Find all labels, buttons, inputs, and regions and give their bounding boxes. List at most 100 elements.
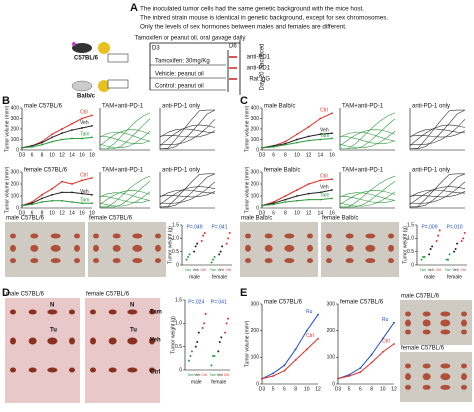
histology-label: Veh <box>150 338 161 344</box>
x-tick-label: 8 <box>41 152 44 158</box>
point <box>359 371 362 373</box>
series-line <box>337 322 395 380</box>
x-tick-label: 14 <box>318 152 324 158</box>
panel-label: E <box>240 287 247 299</box>
sex-label: female <box>212 274 227 280</box>
group-label: Veh <box>453 268 459 272</box>
y-tick-label: 200 <box>251 328 260 334</box>
histology-label: Tam <box>150 310 162 316</box>
point <box>91 193 93 196</box>
tumor <box>28 337 37 345</box>
point <box>51 136 53 139</box>
antibody: anti-PD1 <box>247 66 271 72</box>
x-tick-label: 12 <box>306 152 312 158</box>
tumor <box>422 329 431 335</box>
tumor-trace <box>409 124 466 147</box>
y-tick-label: 0 <box>179 367 182 373</box>
tumor <box>422 363 431 369</box>
point <box>81 179 83 182</box>
tumor <box>422 384 431 390</box>
dot <box>225 322 228 325</box>
y-label: Tumor volume (mm³) <box>244 105 250 152</box>
p-value: P=.049 <box>187 224 203 230</box>
point <box>305 329 308 332</box>
point <box>21 204 23 207</box>
dot <box>187 256 190 258</box>
y-tick-label: 300 <box>251 301 260 307</box>
tumor <box>127 367 138 373</box>
point <box>81 137 83 140</box>
tumor <box>405 329 411 335</box>
y-tick-label: 100 <box>327 355 336 361</box>
strain: Balb/c <box>77 94 96 100</box>
x-tick-label: 6 <box>272 152 275 158</box>
note: The inbred strain mouse is identical in … <box>140 15 388 22</box>
tumor <box>127 309 138 315</box>
dot <box>210 364 213 367</box>
tumor <box>461 329 467 335</box>
point <box>381 337 384 340</box>
point <box>81 117 83 120</box>
tumor <box>365 244 376 252</box>
point <box>61 138 63 141</box>
dot <box>187 359 190 362</box>
tumor-trace <box>100 118 151 150</box>
y-label: Tumor weight (g) <box>170 316 176 354</box>
dot <box>213 355 216 357</box>
sex-label: male <box>191 379 202 385</box>
x-tick-label: 5 <box>272 386 275 392</box>
tumor-trace <box>159 128 216 138</box>
photo <box>400 352 472 402</box>
series-label: Tam <box>320 133 329 139</box>
dot <box>218 341 221 343</box>
point <box>61 128 63 130</box>
series-label: Ctrl <box>80 110 88 116</box>
y-tick-label: 1.0 <box>175 321 182 327</box>
tumor <box>132 233 143 239</box>
group-label: Tam <box>210 268 217 272</box>
dot <box>196 341 199 343</box>
dot <box>190 350 193 353</box>
tumor-trace <box>99 195 151 204</box>
dot <box>197 331 200 334</box>
point <box>71 201 73 203</box>
tumor-trace <box>409 128 466 138</box>
p-value: P=.010 <box>447 224 463 230</box>
point <box>71 191 73 194</box>
tumor-trace <box>339 192 396 201</box>
x-tick-label: 16 <box>329 210 335 216</box>
tumor <box>155 258 161 264</box>
tumor-trace <box>159 109 215 150</box>
tumor <box>405 319 411 327</box>
point <box>31 145 33 148</box>
point <box>81 202 83 205</box>
tumor-trace <box>409 130 466 138</box>
tumor <box>461 311 467 317</box>
dot <box>422 256 425 258</box>
histology-label: Tu <box>130 328 137 334</box>
dot <box>210 261 213 264</box>
tumor-trace <box>159 186 216 205</box>
point <box>317 337 319 340</box>
point <box>331 178 333 181</box>
x-tick-label: 10 <box>49 152 55 158</box>
point <box>307 183 310 185</box>
tumor <box>405 384 411 390</box>
tumor <box>307 258 313 264</box>
series-label: Veh <box>80 189 89 195</box>
tumor-trace <box>409 109 465 150</box>
tumor-trace <box>339 135 396 145</box>
tumor <box>440 363 451 369</box>
tumor <box>132 244 143 252</box>
dot <box>456 242 459 245</box>
group-label: Veh <box>193 268 199 272</box>
point <box>307 192 310 195</box>
tumor <box>264 258 273 264</box>
tumor <box>47 337 58 345</box>
dot <box>200 240 203 242</box>
photo <box>400 300 472 345</box>
tumor-trace <box>409 191 466 198</box>
point <box>71 183 73 185</box>
dot <box>460 240 463 242</box>
tumor <box>108 309 117 315</box>
